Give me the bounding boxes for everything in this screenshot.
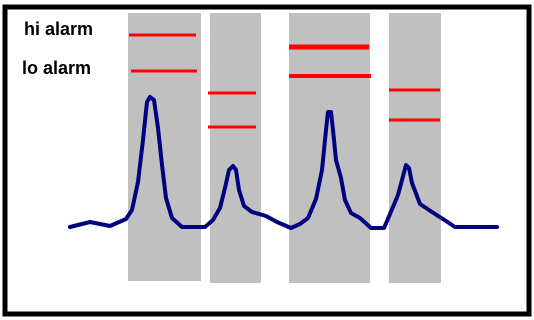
waveform-trace [68,95,499,230]
outer-border [2,4,532,317]
band-4 [389,13,441,283]
band-1 [128,13,201,281]
hi-alarm-label: hi alarm [24,19,93,39]
lo-alarm-label: lo alarm [22,58,91,78]
band-3 [289,13,370,283]
band-2 [210,13,261,283]
